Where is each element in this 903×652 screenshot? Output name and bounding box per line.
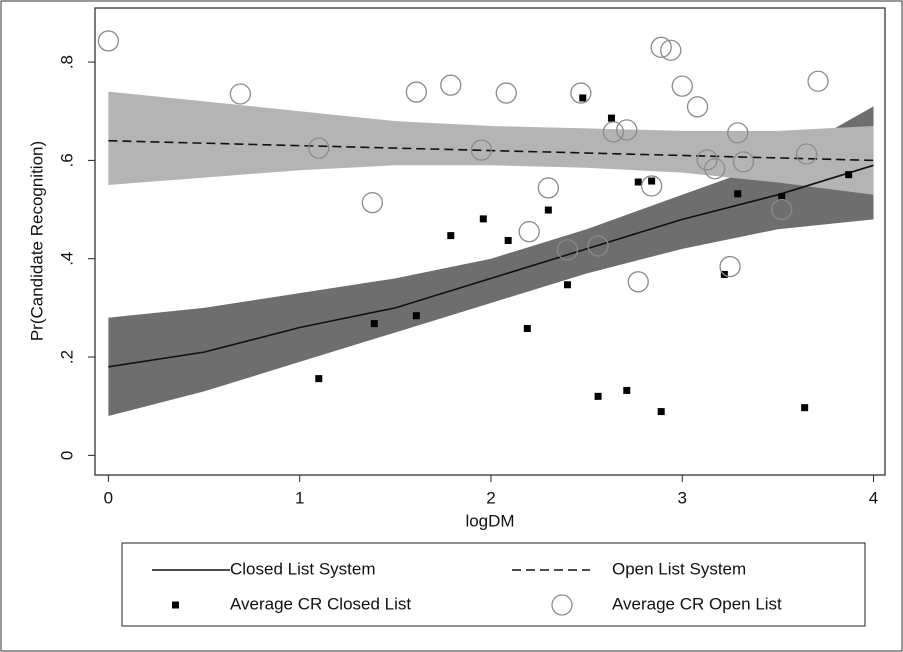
point-circle — [650, 36, 672, 58]
point-circle — [602, 121, 625, 143]
point-circle — [361, 192, 384, 214]
x-tick-label: 3 — [678, 488, 687, 507]
y-tick-label: .2 — [57, 350, 76, 364]
legend-label: Closed List System — [230, 559, 376, 578]
fit-line — [108, 164, 874, 368]
x-axis-label: logDM — [465, 511, 514, 530]
legend-symbol — [551, 594, 573, 616]
legend-label: Open List System — [612, 559, 746, 578]
point-circle — [518, 221, 540, 243]
point-square — [845, 171, 853, 179]
point-square — [479, 215, 487, 223]
point-circle — [732, 151, 755, 173]
point-square — [778, 193, 786, 201]
legend: Closed List System Open List System Averag… — [152, 559, 782, 616]
point-circle — [405, 81, 428, 103]
point-square — [607, 114, 615, 122]
point-square — [412, 312, 420, 320]
legend-box — [121, 542, 866, 627]
point-circle — [640, 175, 663, 197]
plot-frame — [94, 7, 886, 476]
point-square — [544, 206, 552, 214]
y-tick-label: .6 — [57, 153, 76, 167]
point-square — [370, 320, 378, 328]
point-circle — [537, 177, 559, 199]
point-square — [504, 237, 512, 245]
point-circle — [495, 82, 517, 104]
y-tick-label: 0 — [57, 451, 76, 460]
x-tick-label: 4 — [869, 488, 878, 507]
point-circle — [587, 235, 609, 257]
point-circle — [727, 122, 749, 144]
point-circle — [686, 96, 709, 118]
point-square — [734, 190, 742, 198]
bands — [108, 91, 874, 417]
x-tick-label: 0 — [104, 488, 113, 507]
marks — [97, 30, 874, 416]
point-square — [523, 325, 531, 333]
legend-symbol — [172, 601, 179, 609]
point-square — [801, 404, 809, 412]
x-tick-label: 1 — [295, 488, 304, 507]
legend-label: Average CR Open List — [612, 594, 782, 613]
y-axis-label: Pr(Candidate Recognition) — [27, 141, 46, 341]
point-circle — [719, 255, 741, 278]
point-square — [447, 232, 455, 240]
confidence-band — [108, 106, 874, 417]
point-circle — [807, 70, 829, 92]
point-circle — [308, 137, 330, 159]
point-circle — [556, 239, 579, 261]
x-tick-label: 2 — [486, 488, 495, 507]
point-circle — [771, 198, 793, 221]
point-circle — [570, 82, 592, 104]
point-circle — [229, 83, 252, 105]
point-circle — [470, 139, 493, 161]
point-square — [623, 386, 631, 394]
point-circle — [671, 75, 693, 97]
point-square — [657, 408, 665, 416]
point-circle — [97, 30, 120, 52]
point-circle — [660, 39, 682, 61]
y-tick-label: .8 — [57, 55, 76, 69]
point-square — [634, 178, 642, 186]
point-square — [594, 392, 602, 400]
point-circle — [795, 143, 818, 165]
point-square — [648, 177, 656, 185]
point-circle — [627, 271, 649, 293]
y-tick-label: .4 — [57, 252, 76, 266]
confidence-band — [108, 91, 874, 195]
legend-label: Average CR Closed List — [230, 594, 411, 613]
point-circle — [704, 158, 726, 180]
point-square — [579, 94, 587, 102]
point-circle — [696, 149, 718, 171]
point-circle — [440, 74, 462, 96]
point-circle — [616, 119, 638, 141]
point-square — [563, 281, 571, 289]
point-square — [315, 375, 323, 383]
